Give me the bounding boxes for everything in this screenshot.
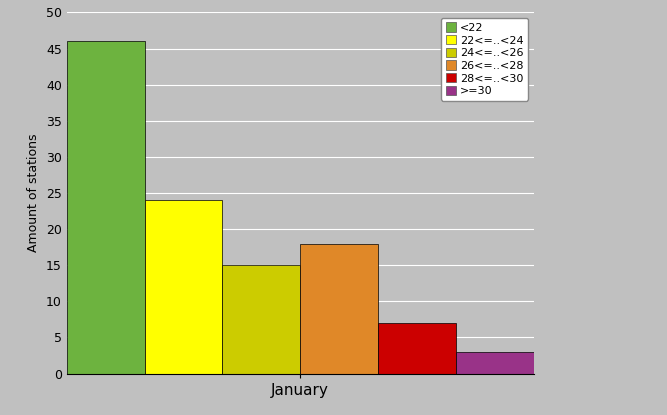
- Bar: [145, 200, 222, 374]
- Bar: [378, 323, 456, 374]
- Bar: [222, 265, 300, 374]
- Bar: [300, 244, 378, 374]
- Y-axis label: Amount of stations: Amount of stations: [27, 134, 40, 252]
- Bar: [67, 42, 145, 374]
- Legend: <22, 22<=..<24, 24<=..<26, 26<=..<28, 28<=..<30, >=30: <22, 22<=..<24, 24<=..<26, 26<=..<28, 28…: [441, 18, 528, 101]
- Bar: [456, 352, 534, 374]
